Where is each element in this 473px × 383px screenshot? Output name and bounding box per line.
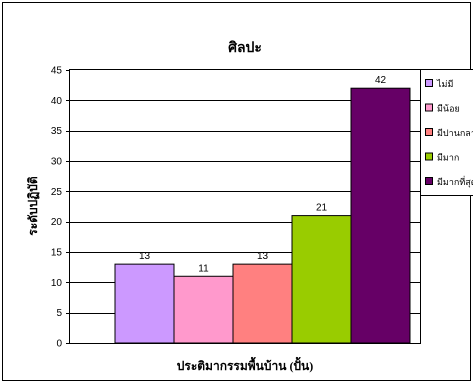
y-tick-label: 10 <box>51 278 63 289</box>
y-tick-label: 25 <box>51 187 63 198</box>
legend-swatch <box>425 103 433 112</box>
y-tick-label: 45 <box>51 66 63 77</box>
data-label: 21 <box>316 203 328 214</box>
data-labels: 13 11 13 21 42 <box>139 75 387 274</box>
legend-label: มีน้อย <box>437 104 460 114</box>
y-tick-label: 15 <box>51 248 63 259</box>
y-tick-label: 30 <box>51 157 63 168</box>
bar <box>350 87 411 344</box>
data-label: 13 <box>257 251 269 262</box>
y-tick-label: 40 <box>51 96 63 107</box>
x-axis-label: ประติมากรรมพื้นบ้าน (ปั้น) <box>177 356 314 373</box>
legend-label: มีมากที่สุด <box>437 175 473 188</box>
plot-area-border <box>69 69 421 344</box>
y-tick-label: 35 <box>51 126 63 137</box>
y-tick-label: 0 <box>56 339 62 350</box>
bar <box>291 215 352 344</box>
legend-swatch <box>425 128 433 136</box>
legend-label: ไม่มี <box>436 79 453 89</box>
y-axis-label: ระดับปฏิบัติ <box>26 176 40 236</box>
y-axis-ticks: 0 5 10 15 20 25 30 35 40 45 <box>51 66 63 350</box>
bar <box>173 275 234 344</box>
legend-label: มีปานกลาง <box>437 128 473 138</box>
bars <box>114 87 411 344</box>
y-tick-label: 5 <box>56 308 62 319</box>
data-label: 13 <box>139 251 151 262</box>
legend-label: มีมาก <box>437 153 459 163</box>
bar <box>114 263 175 344</box>
data-label: 11 <box>198 263 209 274</box>
bar <box>232 263 293 344</box>
chart-title: ศิลปะ <box>228 40 262 56</box>
legend-swatch <box>425 79 433 87</box>
data-label: 42 <box>375 75 387 86</box>
y-tick-label: 20 <box>51 217 63 228</box>
legend-swatch <box>425 177 433 185</box>
legend-swatch <box>425 152 433 161</box>
